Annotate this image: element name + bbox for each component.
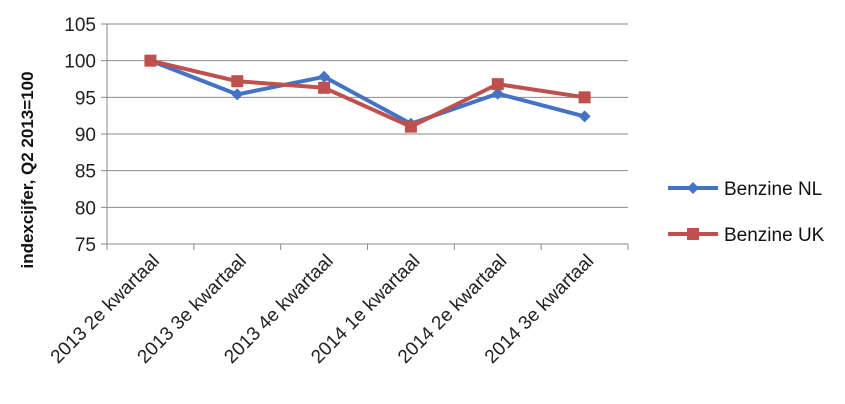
legend-item: Benzine NL [668, 179, 822, 200]
y-tick-label: 100 [64, 52, 96, 73]
y-tick-label: 75 [75, 235, 96, 256]
y-tick-label: 85 [75, 162, 96, 183]
data-point-marker [578, 110, 591, 123]
data-point-marker [231, 75, 244, 88]
series-benzine-uk [144, 54, 591, 133]
legend-label: Benzine NL [724, 179, 822, 200]
y-tick-label: 80 [75, 198, 96, 219]
data-point-marker [144, 54, 157, 67]
legend-label: Benzine UK [724, 225, 825, 246]
y-axis-label: indexcijfer, Q2 2013=100 [18, 71, 37, 268]
axes [101, 23, 629, 250]
data-point-marker [578, 91, 591, 104]
data-point-marker [231, 88, 244, 101]
series-group [144, 54, 591, 133]
y-tick-label: 95 [75, 88, 96, 109]
data-point-marker [404, 120, 417, 133]
y-tick-label: 90 [75, 125, 96, 146]
data-point-marker [687, 228, 699, 240]
series-line [149, 58, 585, 129]
y-tick-labels: 75 80 85 90 95 100 105 [64, 15, 96, 256]
data-point-marker [318, 70, 331, 83]
data-point-marker [491, 87, 504, 100]
legend-item: Benzine UK [668, 225, 825, 246]
legend: Benzine NL Benzine UK [668, 179, 825, 246]
y-tick-label: 105 [64, 15, 96, 36]
data-point-marker [687, 182, 699, 194]
data-point-marker [318, 81, 331, 94]
series-line [149, 58, 586, 126]
gridlines [107, 23, 628, 208]
series-benzine-nl [144, 54, 591, 130]
data-point-marker [491, 78, 504, 91]
